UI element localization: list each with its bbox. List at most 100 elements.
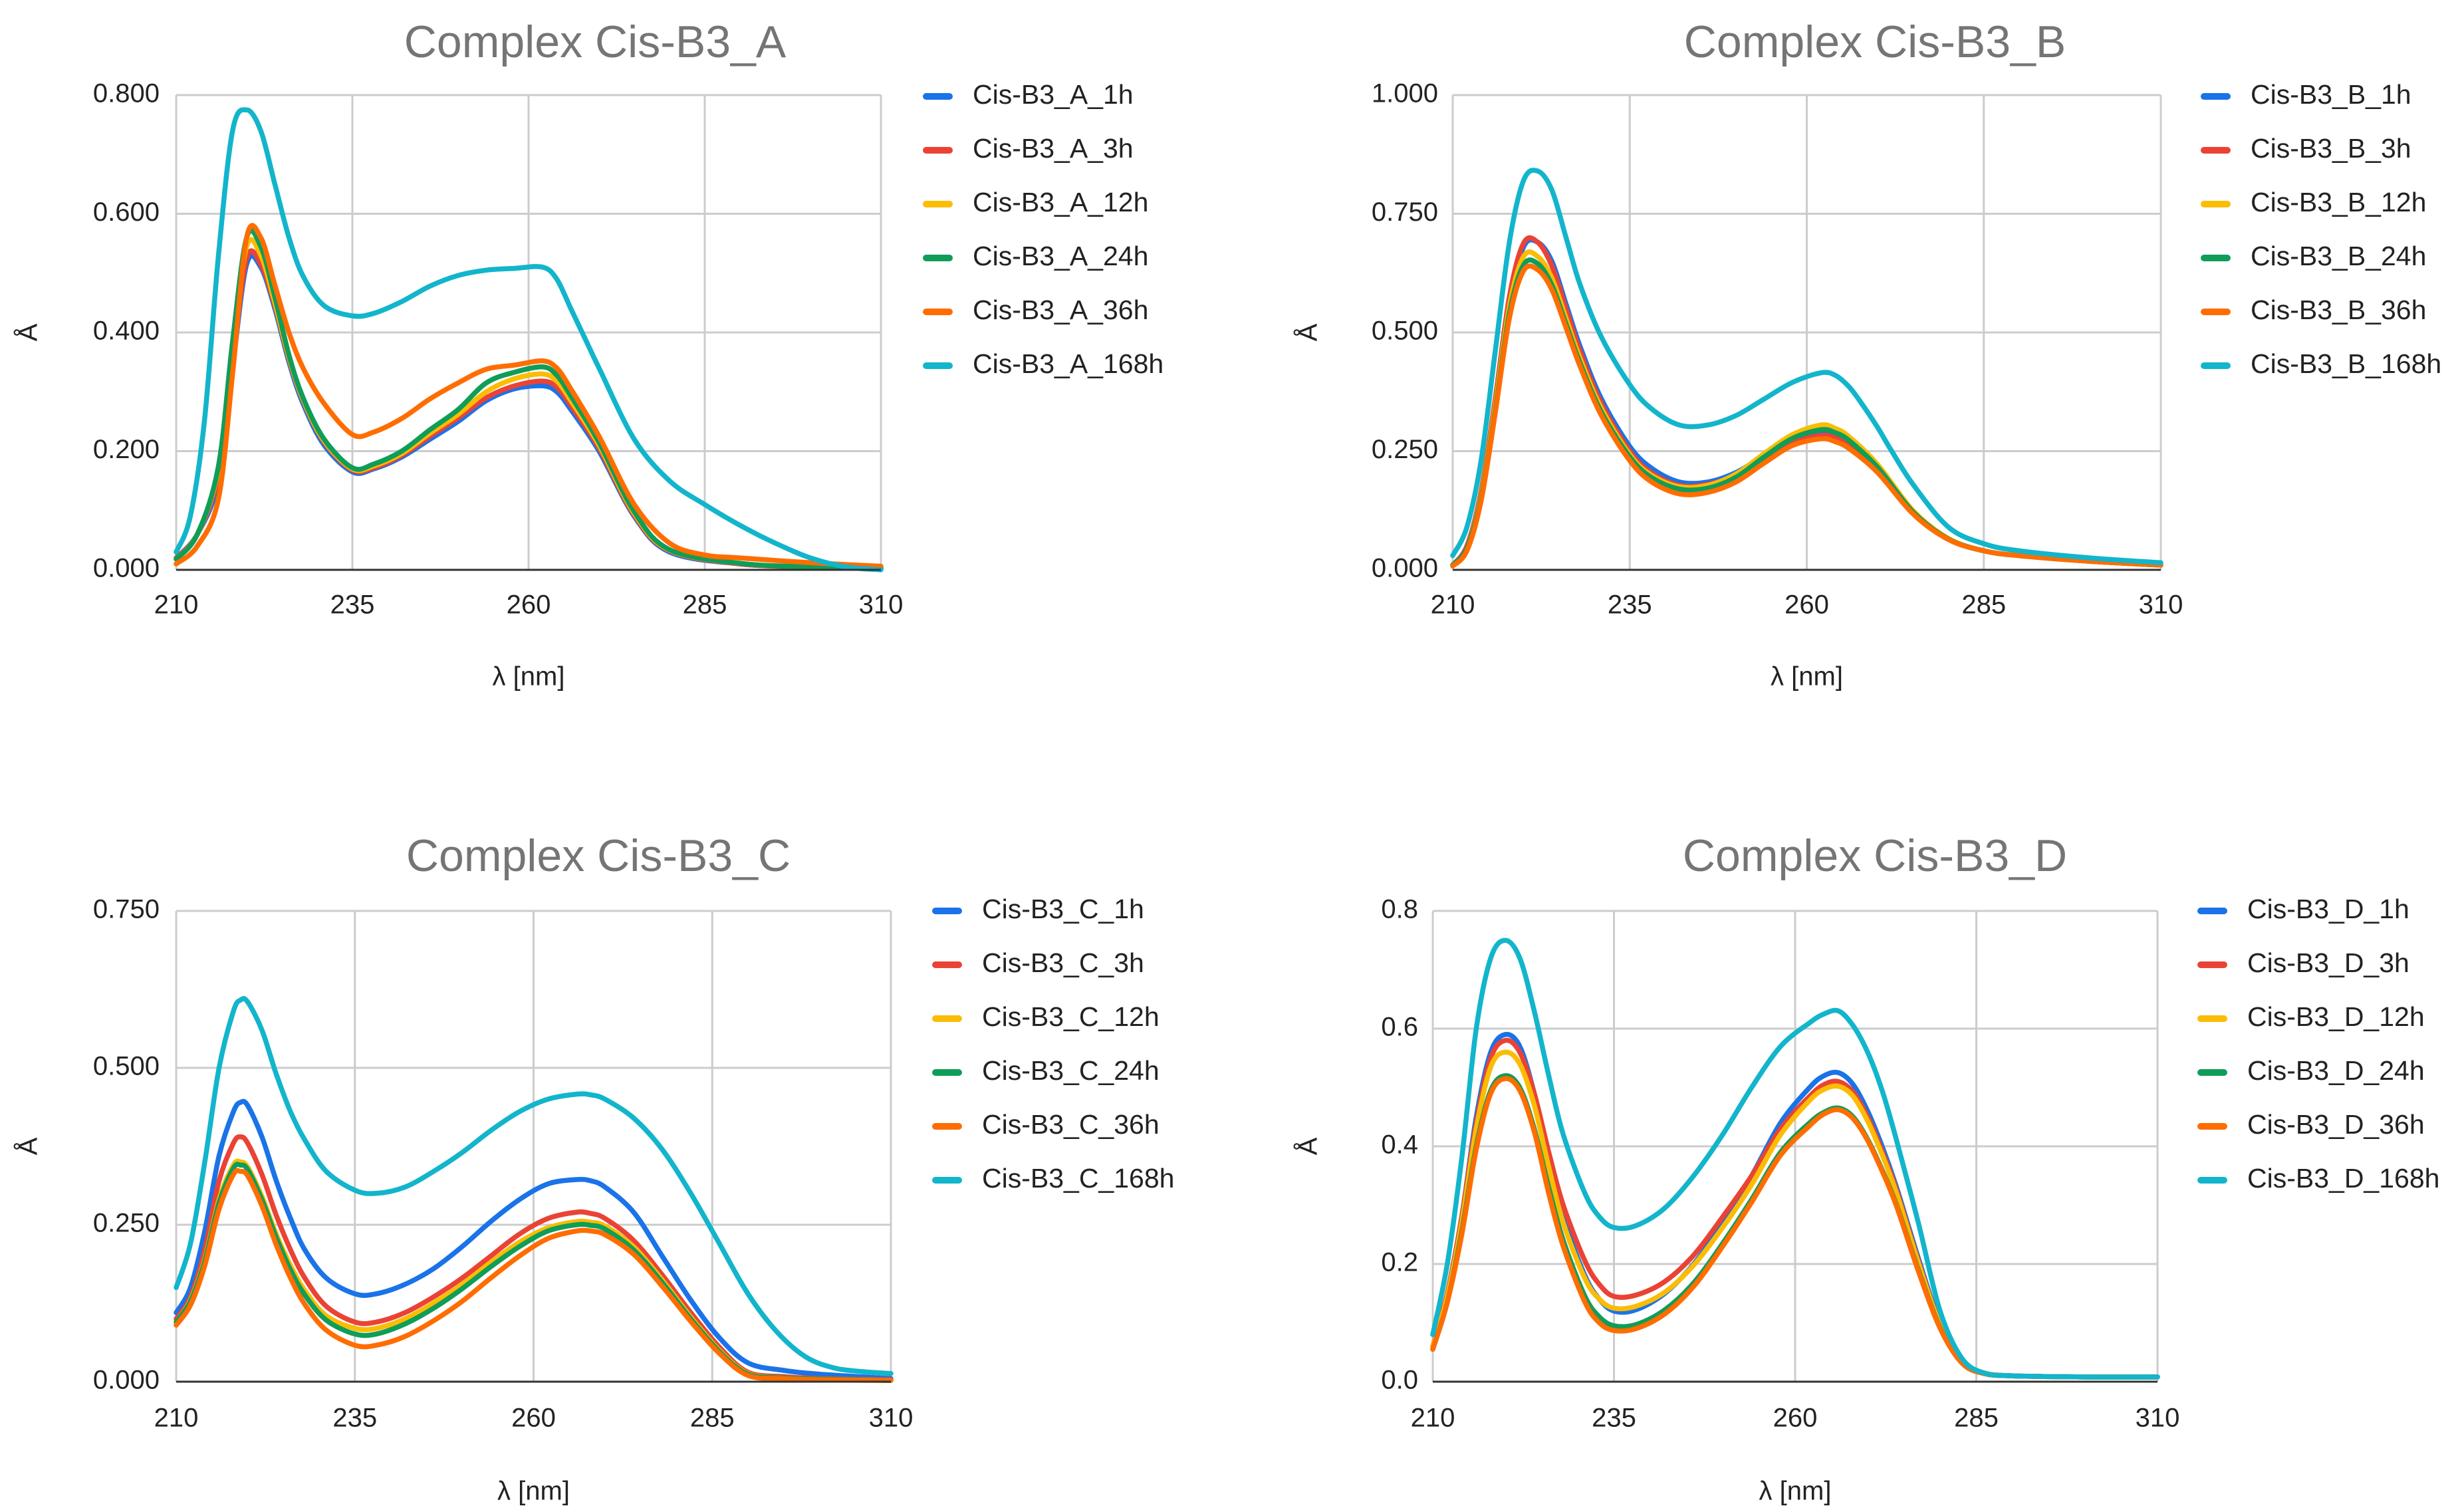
legend-item[interactable]: Cis-B3_C_12h: [932, 1001, 1160, 1032]
legend-label: Cis-B3_A_12h: [973, 187, 1148, 217]
y-tick-label: 0.000: [93, 554, 160, 583]
legend-item[interactable]: Cis-B3_A_168h: [923, 348, 1164, 379]
series-line-Cis-B3_D_168h: [1430, 938, 2160, 1380]
legend-swatch: [932, 1069, 962, 1076]
x-tick-label: 310: [2136, 1404, 2180, 1433]
legend-item[interactable]: Cis-B3_C_3h: [932, 947, 1144, 978]
x-tick-label: 260: [1785, 590, 1829, 620]
legend-label: Cis-B3_D_3h: [2247, 947, 2409, 978]
series-line-Cis-B3_C_168h: [174, 996, 894, 1376]
chart-panel-2: Complex Cis-B3_B 0.000 0.250 0.500 0.750 1.00…: [1293, 17, 2442, 692]
legend-item[interactable]: Cis-B3_B_1h: [2201, 79, 2411, 110]
legend-swatch: [932, 1015, 962, 1022]
y-tick-label: 0.000: [1372, 554, 1438, 583]
legend-label: Cis-B3_C_1h: [982, 894, 1144, 924]
x-tick-label: 235: [330, 590, 375, 620]
y-tick-label: 0.2: [1381, 1248, 1418, 1277]
x-axis-label: λ [nm]: [1771, 662, 1843, 692]
x-tick-label: 285: [683, 590, 727, 620]
legend-label: Cis-B3_C_3h: [982, 947, 1144, 978]
legend-label: Cis-B3_B_12h: [2251, 187, 2426, 217]
legend-item[interactable]: Cis-B3_A_3h: [923, 133, 1134, 164]
x-tick-label: 210: [1411, 1404, 1455, 1433]
legend-item[interactable]: Cis-B3_A_24h: [923, 241, 1148, 271]
chart-title: Complex Cis-B3_D: [1683, 830, 2067, 881]
chart-title: Complex Cis-B3_C: [406, 830, 791, 881]
legend-label: Cis-B3_B_24h: [2251, 241, 2426, 271]
x-tick-label: 310: [2139, 590, 2183, 620]
x-axis-label: λ [nm]: [493, 662, 565, 692]
legend-item[interactable]: Cis-B3_D_24h: [2197, 1055, 2425, 1086]
x-tick-label: 260: [511, 1404, 556, 1433]
legend: Cis-B3_D_1h Cis-B3_D_3h Cis-B3_D_12h Cis-B3…: [2197, 894, 2439, 1194]
legend-swatch: [923, 201, 953, 207]
legend-item[interactable]: Cis-B3_D_36h: [2197, 1109, 2425, 1140]
x-tick-label: 210: [1431, 590, 1475, 620]
legend-label: Cis-B3_C_12h: [982, 1001, 1160, 1032]
legend-label: Cis-B3_B_3h: [2251, 133, 2411, 164]
legend-item[interactable]: Cis-B3_B_168h: [2201, 348, 2441, 379]
x-tick-label: 260: [1773, 1404, 1818, 1433]
legend-item[interactable]: Cis-B3_C_36h: [932, 1109, 1160, 1140]
x-axis-label: λ [nm]: [1759, 1477, 1832, 1506]
legend-swatch: [2201, 93, 2231, 100]
legend-item[interactable]: Cis-B3_A_36h: [923, 295, 1148, 325]
x-tick-label: 235: [1592, 1404, 1636, 1433]
legend-label: Cis-B3_D_1h: [2247, 894, 2409, 924]
y-tick-label: 0.250: [1372, 435, 1438, 464]
legend-label: Cis-B3_D_168h: [2247, 1163, 2439, 1194]
y-axis-label: Å: [1293, 1137, 1323, 1155]
x-tick-label: 285: [1961, 590, 2006, 620]
series-line-Cis-B3_A_168h: [174, 107, 884, 572]
chart-title: Complex Cis-B3_B: [1684, 17, 2066, 67]
legend-item[interactable]: Cis-B3_B_24h: [2201, 241, 2426, 271]
series-line-Cis-B3_C_1h: [174, 1098, 894, 1382]
y-tick-label: 0.6: [1381, 1013, 1418, 1042]
legend-item[interactable]: Cis-B3_C_168h: [932, 1163, 1174, 1194]
legend-item[interactable]: Cis-B3_C_24h: [932, 1055, 1160, 1086]
legend-item[interactable]: Cis-B3_D_3h: [2197, 947, 2409, 978]
chart-panel-4: Complex Cis-B3_D 0.0 0.2 0.4 0.6 0.8 210 235 260…: [1293, 830, 2440, 1506]
y-tick-label: 0.8: [1381, 895, 1418, 924]
legend-swatch: [932, 908, 962, 914]
x-tick-label: 310: [859, 590, 904, 620]
chart-panel-3: Complex Cis-B3_C 0.000 0.250 0.500 0.750 210 2…: [13, 830, 1175, 1506]
legend-swatch: [2197, 1069, 2227, 1076]
legend-swatch: [923, 255, 953, 261]
legend-item[interactable]: Cis-B3_B_3h: [2201, 133, 2411, 164]
series-line-Cis-B3_A_36h: [174, 223, 884, 569]
legend-item[interactable]: Cis-B3_C_1h: [932, 894, 1144, 924]
legend-label: Cis-B3_D_12h: [2247, 1001, 2425, 1032]
legend-label: Cis-B3_B_36h: [2251, 295, 2426, 325]
legend-label: Cis-B3_A_3h: [973, 133, 1134, 164]
legend-item[interactable]: Cis-B3_B_12h: [2201, 187, 2426, 217]
legend-item[interactable]: Cis-B3_B_36h: [2201, 295, 2426, 325]
legend: Cis-B3_C_1h Cis-B3_C_3h Cis-B3_C_12h Cis-B3…: [932, 894, 1174, 1194]
legend-item[interactable]: Cis-B3_A_1h: [923, 79, 1134, 110]
y-axis-label: Å: [1293, 323, 1323, 341]
legend-swatch: [2197, 1123, 2227, 1130]
x-tick-label: 310: [869, 1404, 914, 1433]
series-line-Cis-B3_B_168h: [1450, 168, 2163, 566]
x-tick-label: 285: [690, 1404, 735, 1433]
y-tick-label: 0.4: [1381, 1130, 1418, 1160]
x-tick-label: 235: [332, 1404, 377, 1433]
legend-swatch: [932, 1177, 962, 1184]
legend-label: Cis-B3_B_168h: [2251, 348, 2441, 379]
legend-label: Cis-B3_D_36h: [2247, 1109, 2425, 1140]
legend-swatch: [2201, 362, 2231, 369]
y-tick-label: 0.500: [1372, 316, 1438, 346]
legend-label: Cis-B3_C_24h: [982, 1055, 1160, 1086]
legend-item[interactable]: Cis-B3_D_12h: [2197, 1001, 2425, 1032]
legend-label: Cis-B3_B_1h: [2251, 79, 2411, 110]
legend-item[interactable]: Cis-B3_A_12h: [923, 187, 1148, 217]
legend-item[interactable]: Cis-B3_D_168h: [2197, 1163, 2439, 1194]
legend-swatch: [2197, 1015, 2227, 1022]
legend-swatch: [923, 147, 953, 154]
legend-label: Cis-B3_D_24h: [2247, 1055, 2425, 1086]
legend: Cis-B3_B_1h Cis-B3_B_3h Cis-B3_B_12h Cis-B3…: [2201, 79, 2441, 379]
legend-item[interactable]: Cis-B3_D_1h: [2197, 894, 2409, 924]
legend-label: Cis-B3_A_168h: [973, 348, 1164, 379]
y-tick-label: 0.400: [93, 316, 160, 346]
series-line-Cis-B3_B_36h: [1450, 263, 2163, 569]
